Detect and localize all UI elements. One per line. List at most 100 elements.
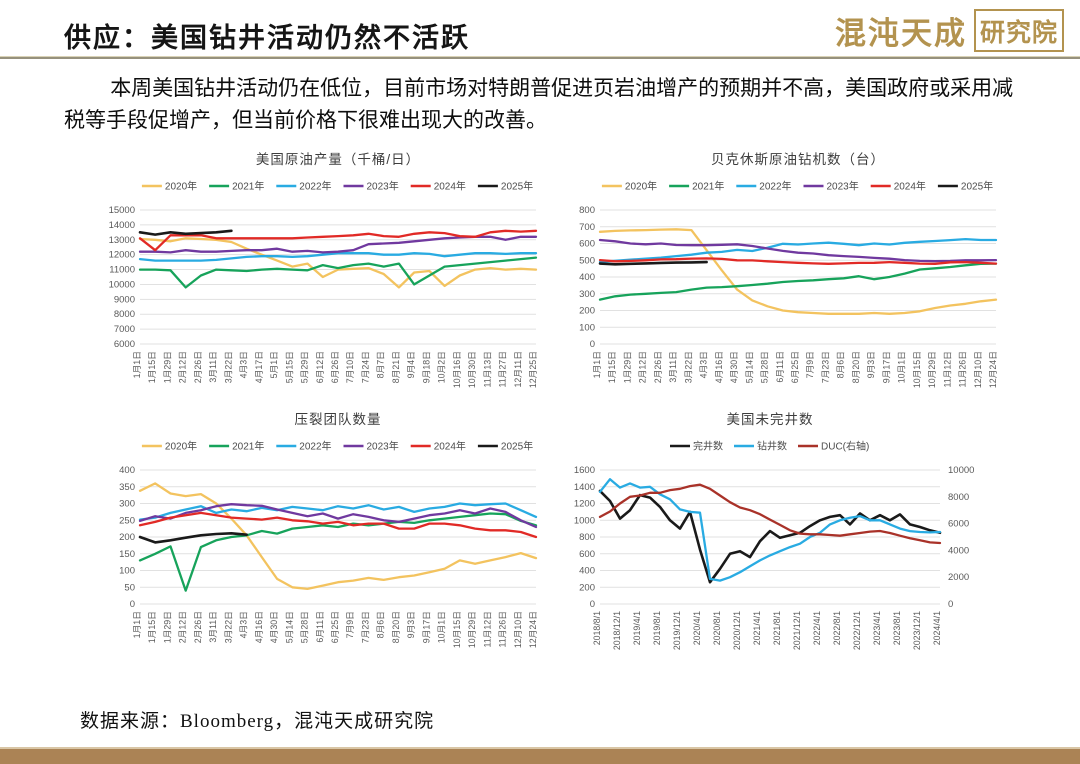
x-axis-label: 2021/8/1 xyxy=(772,611,782,645)
legend-label: 2025年 xyxy=(961,180,993,193)
y-axis-label: 800 xyxy=(579,205,595,216)
x-axis-label: 4月3日 xyxy=(239,611,249,638)
x-axis-label: 2月12日 xyxy=(638,351,648,383)
series-2024年 xyxy=(138,229,538,252)
y-axis-label: 0 xyxy=(590,599,595,610)
chart-us-duc-wells-canvas: 美国未完井数 0 200 400 600 800 1000 1200 1400 1600 0 2000… xyxy=(574,412,975,650)
y-axis-label: 6000 xyxy=(114,339,135,350)
legend-label: 2023年 xyxy=(367,180,399,193)
x-axis-label: 2月12日 xyxy=(178,351,188,383)
x-axis-label: 2018/8/1 xyxy=(592,611,602,645)
chart-title: 压裂团队数量 xyxy=(295,412,382,427)
page-title: 供应：美国钻井活动仍然不活跃 xyxy=(64,23,470,53)
x-axis-label: 1月1日 xyxy=(592,351,602,378)
x-axis-label: 9月3日 xyxy=(406,611,416,638)
x-axis-label: 11月13日 xyxy=(482,351,492,388)
y-axis-label: 7000 xyxy=(114,324,135,335)
x-axis-label: 7月23日 xyxy=(820,351,830,383)
legend-label: 2020年 xyxy=(165,440,197,453)
x-axis-label: 1月1日 xyxy=(132,611,142,638)
series-2025年 xyxy=(598,260,708,266)
x-axis-label: 2019/4/1 xyxy=(632,611,642,645)
y-axis-label: 100 xyxy=(579,322,595,333)
x-axis-label: 2月12日 xyxy=(178,611,188,643)
chart-title: 美国未完井数 xyxy=(727,412,814,427)
y-axis-label: 0 xyxy=(130,599,135,610)
series-2023年 xyxy=(598,238,998,263)
x-axis-label: 10月1日 xyxy=(437,611,447,643)
brand-logo-text: 混沌天成 xyxy=(834,16,967,51)
legend-label: 2022年 xyxy=(759,180,791,193)
y-axis-label: 200 xyxy=(579,582,595,593)
chart-baker-hughes-rig-count-canvas: 贝克休斯原油钻机数（台） 0 100 200 300 400 500 600 700 800 1月1… xyxy=(579,152,998,388)
x-axis-label: 3月22日 xyxy=(223,611,233,643)
y-axis-label: 11000 xyxy=(109,265,135,276)
series-2020年 xyxy=(598,228,998,315)
x-axis-label: 2月26日 xyxy=(653,351,663,383)
x-axis-label: 2021/4/1 xyxy=(752,611,762,645)
y-axis-label: 1200 xyxy=(574,499,595,510)
y-axis-label: 13000 xyxy=(109,235,135,246)
x-axis-label: 1月29日 xyxy=(622,351,632,383)
chart-us-crude-production-canvas: 美国原油产量（千桶/日） 6000 7000 8000 9000 10000 11000 12… xyxy=(109,152,538,388)
x-axis-label: 6月11日 xyxy=(315,611,325,643)
y-axis-right-label: 2000 xyxy=(948,572,969,583)
x-axis-label: 1月29日 xyxy=(162,351,172,383)
x-axis-label: 2020/4/1 xyxy=(692,611,702,645)
x-axis-label: 9月3日 xyxy=(866,351,876,378)
y-axis-right-label: 0 xyxy=(948,599,953,610)
legend-label: DUC(右轴) xyxy=(821,440,869,453)
x-axis-label: 2023/4/1 xyxy=(872,611,882,645)
series-2021年 xyxy=(138,512,538,592)
x-axis-label: 6月26日 xyxy=(330,351,340,383)
x-axis-label: 5月29日 xyxy=(300,351,310,383)
header-divider xyxy=(0,56,1080,59)
x-axis-label: 1月15日 xyxy=(607,351,617,383)
x-axis-label: 9月4日 xyxy=(406,351,416,378)
x-axis-label: 3月11日 xyxy=(208,611,218,643)
y-axis-label: 200 xyxy=(119,532,135,543)
legend-label: 2021年 xyxy=(232,180,264,193)
x-axis-label: 10月1日 xyxy=(897,351,907,383)
series-2020年 xyxy=(138,482,538,591)
x-axis-label: 8月6日 xyxy=(376,611,386,638)
x-axis-label: 2021/12/1 xyxy=(792,611,802,650)
x-axis-label: 11月27日 xyxy=(498,351,508,388)
x-axis-label: 10月15日 xyxy=(452,611,462,648)
y-axis-label: 9000 xyxy=(114,294,135,305)
x-axis-label: 3月22日 xyxy=(683,351,693,383)
x-axis-label: 5月1日 xyxy=(269,351,279,378)
y-axis-right-label: 10000 xyxy=(948,465,974,476)
legend-label: 钻井数 xyxy=(757,440,787,453)
x-axis-label: 12月10日 xyxy=(513,611,523,648)
x-axis-label: 10月2日 xyxy=(437,351,447,383)
legend-label: 2024年 xyxy=(434,180,466,193)
x-axis-label: 8月6日 xyxy=(836,351,846,378)
x-axis-label: 12月24日 xyxy=(528,611,538,648)
x-axis-label: 4月30日 xyxy=(269,611,279,643)
x-axis-label: 10月29日 xyxy=(467,611,477,648)
x-axis-label: 7月24日 xyxy=(360,351,370,383)
x-axis-label: 2023/8/1 xyxy=(892,611,902,645)
y-axis-label: 800 xyxy=(579,532,595,543)
y-axis-label: 400 xyxy=(579,566,595,577)
y-axis-label: 250 xyxy=(119,515,135,526)
y-axis-label: 350 xyxy=(119,482,135,493)
x-axis-label: 2020/8/1 xyxy=(712,611,722,645)
x-axis-label: 2019/8/1 xyxy=(652,611,662,645)
x-axis-label: 2月26日 xyxy=(193,351,203,383)
series-2022年 xyxy=(138,252,538,262)
x-axis-label: 1月1日 xyxy=(132,351,142,378)
x-axis-label: 5月28日 xyxy=(760,351,770,383)
y-axis-label: 10000 xyxy=(109,279,135,290)
y-axis-label: 300 xyxy=(579,289,595,300)
y-axis-label: 15000 xyxy=(109,205,135,216)
y-axis-right-label: 4000 xyxy=(948,545,969,556)
brand-logo: 混沌天成 研究院 xyxy=(835,8,1064,53)
x-axis-label: 5月14日 xyxy=(744,351,754,383)
y-axis-label: 8000 xyxy=(114,309,135,320)
legend-label: 2025年 xyxy=(501,440,533,453)
series-完井数 xyxy=(598,489,942,584)
x-axis-label: 8月20日 xyxy=(391,611,401,643)
data-source: 数据来源：Bloomberg，混沌天成研究院 xyxy=(80,711,435,732)
